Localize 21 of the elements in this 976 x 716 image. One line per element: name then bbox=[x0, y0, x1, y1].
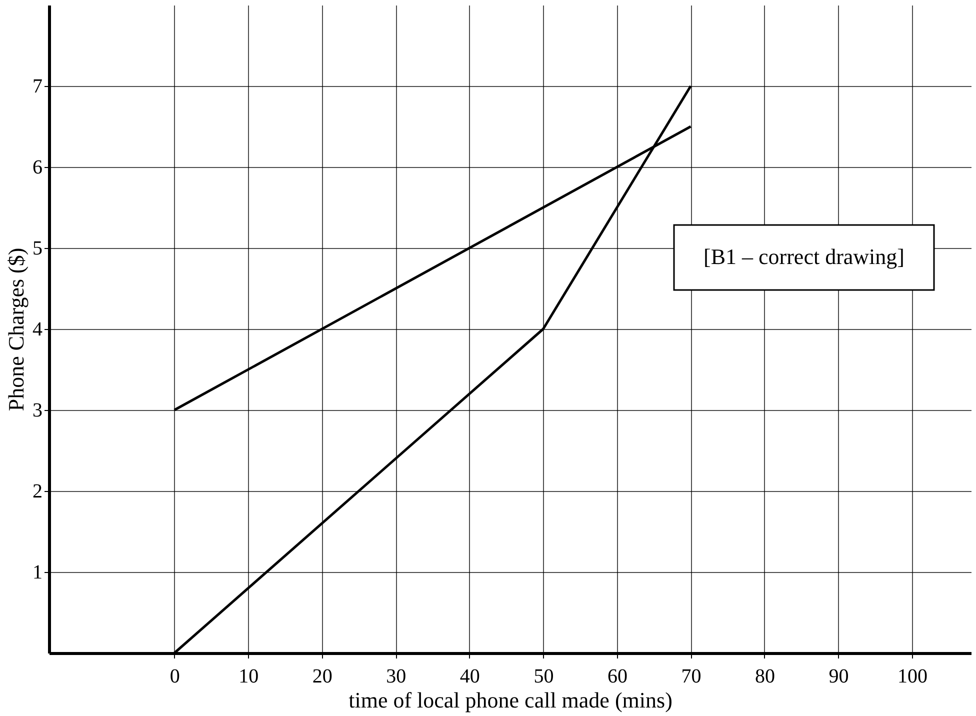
y-tick-label: 1 bbox=[32, 562, 42, 584]
x-tick-label: 20 bbox=[312, 666, 332, 688]
x-tick-label: 40 bbox=[460, 666, 480, 688]
x-tick-label: 0 bbox=[170, 666, 180, 688]
x-tick-label: 80 bbox=[754, 666, 775, 688]
annotation: [B1 – correct drawing] bbox=[704, 244, 904, 269]
y-tick-label: 4 bbox=[32, 318, 42, 340]
y-tick-label: 6 bbox=[32, 156, 42, 178]
x-tick-label: 60 bbox=[607, 666, 628, 688]
y-tick-label: 3 bbox=[32, 400, 42, 422]
x-tick-label: 50 bbox=[534, 666, 554, 688]
x-tick-label: 70 bbox=[681, 666, 702, 688]
x-tick-label: 90 bbox=[828, 666, 849, 688]
x-tick-label: 30 bbox=[386, 666, 406, 688]
x-axis-title: time of local phone call made (mins) bbox=[348, 688, 672, 712]
y-tick-label: 2 bbox=[32, 480, 42, 502]
y-axis-title: Phone Charges ($) bbox=[4, 248, 28, 412]
y-tick-label: 7 bbox=[32, 76, 42, 98]
x-tick-label: 100 bbox=[897, 666, 928, 688]
x-tick-label: 10 bbox=[238, 666, 259, 688]
y-tick-label: 5 bbox=[32, 238, 42, 260]
